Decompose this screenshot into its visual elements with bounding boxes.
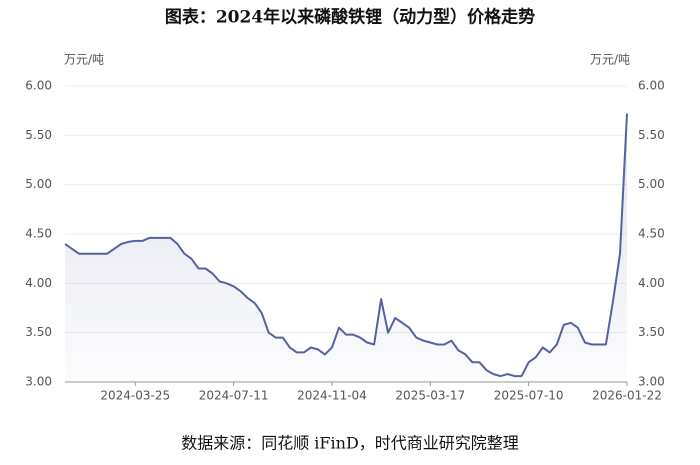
y2-tick-label: 5.00	[638, 177, 665, 191]
y-tick-label: 3.00	[25, 375, 52, 389]
y-tick-label: 5.00	[25, 177, 52, 191]
x-tick-label: 2026-01-22	[592, 389, 662, 403]
source-note: 数据来源：同花顺 iFinD，时代商业研究院整理	[181, 434, 519, 453]
y2-tick-label: 5.50	[638, 128, 665, 142]
line	[64, 113, 628, 378]
y2-axis-unit: 万元/吨	[590, 53, 630, 67]
y2-tick-label: 3.50	[638, 325, 665, 339]
y2-tick-label: 4.50	[638, 227, 665, 241]
chart-title: 图表：2024年以来磷酸铁锂（动力型）价格走势	[165, 7, 535, 28]
y-tick-label: 4.00	[25, 276, 52, 290]
x-tick-label: 2024-11-04	[297, 389, 367, 403]
y-tick-label: 3.50	[25, 325, 52, 339]
x-tick-label: 2025-07-10	[494, 389, 564, 403]
y2-tick-label: 3.00	[638, 375, 665, 389]
y-tick-label: 4.50	[25, 227, 52, 241]
y2-tick-label: 6.00	[638, 79, 665, 93]
area	[65, 113, 627, 382]
y-tick-label: 6.00	[25, 79, 52, 93]
y-tick-label: 5.50	[25, 128, 52, 142]
x-tick-label: 2025-03-17	[395, 389, 465, 403]
x-tick-label: 2024-03-25	[100, 389, 170, 403]
x-tick-label: 2024-07-11	[199, 389, 269, 403]
y2-tick-label: 4.00	[638, 276, 665, 290]
y-axis-unit: 万元/吨	[64, 53, 104, 67]
